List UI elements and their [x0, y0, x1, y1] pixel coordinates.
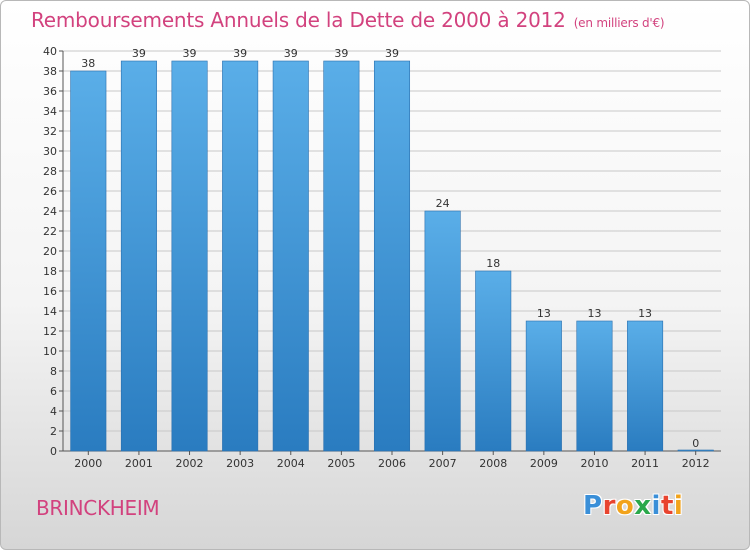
y-tick-label: 34 — [43, 105, 57, 118]
data-label-2006: 39 — [385, 47, 399, 60]
y-tick-label: 8 — [50, 365, 57, 378]
x-tick-label-2010: 2010 — [580, 457, 608, 470]
chart-title: Remboursements Annuels de la Dette de 20… — [31, 8, 665, 32]
y-tick-label: 16 — [43, 285, 57, 298]
bar-2006 — [373, 60, 411, 452]
y-tick-label: 30 — [43, 145, 57, 158]
y-tick-label: 2 — [50, 425, 57, 438]
y-tick-label: 32 — [43, 125, 57, 138]
x-tick-label-2011: 2011 — [631, 457, 659, 470]
y-tick-label: 4 — [50, 405, 57, 418]
y-tick-label: 14 — [43, 305, 57, 318]
bar-2008 — [475, 270, 512, 452]
x-tick-label-2001: 2001 — [125, 457, 153, 470]
y-tick-label: 18 — [43, 265, 57, 278]
y-tick-label: 0 — [50, 445, 57, 458]
logo-letter: o — [615, 491, 635, 521]
y-tick-label: 36 — [43, 85, 57, 98]
bar-2003 — [222, 60, 259, 452]
y-tick-label: 24 — [43, 205, 57, 218]
bar-2001 — [120, 60, 157, 452]
x-tick-label-2007: 2007 — [429, 457, 457, 470]
x-tick-label-2004: 2004 — [277, 457, 305, 470]
logo-letter: P — [583, 491, 603, 521]
y-tick-label: 28 — [43, 165, 57, 178]
logo-letter: t — [660, 491, 674, 521]
data-label-2012: 0 — [692, 437, 699, 450]
data-label-2008: 18 — [486, 257, 500, 270]
y-tick-label: 22 — [43, 225, 57, 238]
data-label-2001: 39 — [132, 47, 146, 60]
data-label-2005: 39 — [334, 47, 348, 60]
bar-2004 — [272, 60, 309, 452]
data-label-2004: 39 — [284, 47, 298, 60]
data-label-2002: 39 — [183, 47, 197, 60]
logo-letter: x — [634, 491, 652, 521]
x-axis-ticks: 2000 2001 2002 2003 2004 2005 2006 2007 2008 2009… — [74, 451, 710, 470]
logo-letter: r — [602, 491, 616, 521]
x-tick-label-2000: 2000 — [74, 457, 102, 470]
y-tick-label: 38 — [43, 65, 57, 78]
data-label-2011: 13 — [638, 307, 652, 320]
data-label-2003: 39 — [233, 47, 247, 60]
data-labels: 38 39 39 39 39 39 39 24 18 13 13 13 0 — [81, 47, 699, 450]
x-tick-label-2006: 2006 — [378, 457, 406, 470]
logo-letter: i — [673, 491, 684, 521]
y-tick-label: 26 — [43, 185, 57, 198]
bar-2007 — [424, 210, 461, 452]
bar-2002 — [171, 60, 208, 452]
bar-2011 — [627, 320, 664, 452]
data-label-2000: 38 — [81, 57, 95, 70]
data-label-2009: 13 — [537, 307, 551, 320]
x-tick-label-2012: 2012 — [682, 457, 710, 470]
commune-name: BRINCKHEIM — [36, 496, 160, 520]
bars — [70, 60, 714, 452]
bar-2000 — [70, 70, 107, 452]
bar-2005 — [323, 60, 360, 452]
y-tick-label: 10 — [43, 345, 57, 358]
y-tick-label: 20 — [43, 245, 57, 258]
x-tick-label-2002: 2002 — [176, 457, 204, 470]
data-label-2007: 24 — [436, 197, 450, 210]
bar-2012 — [677, 449, 714, 452]
y-tick-label: 12 — [43, 325, 57, 338]
bar-2009 — [525, 320, 562, 452]
logo-letter: i — [651, 491, 661, 521]
x-tick-label-2005: 2005 — [327, 457, 355, 470]
x-tick-label-2003: 2003 — [226, 457, 254, 470]
y-tick-label: 6 — [50, 385, 57, 398]
chart-title-text: Remboursements Annuels de la Dette de 20… — [31, 8, 566, 32]
x-tick-label-2008: 2008 — [479, 457, 507, 470]
proxiti-logo: Proxiti — [583, 491, 683, 521]
bar-2010 — [576, 320, 613, 452]
data-label-2010: 13 — [587, 307, 601, 320]
x-tick-label-2009: 2009 — [530, 457, 558, 470]
chart-subtitle: (en milliers d'€) — [573, 16, 665, 30]
y-tick-label: 40 — [43, 45, 57, 58]
